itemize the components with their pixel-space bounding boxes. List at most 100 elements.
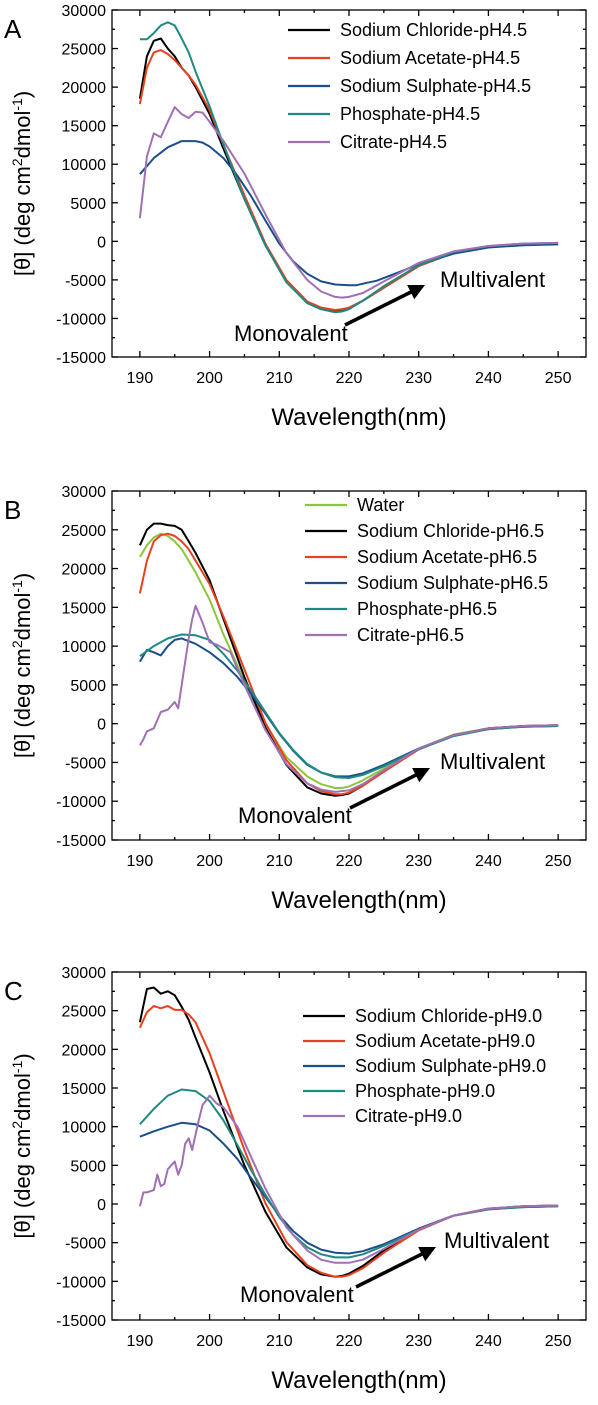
y-tick-label: 0 bbox=[97, 717, 106, 734]
panel-label: C bbox=[4, 976, 23, 1006]
x-tick-label: 220 bbox=[336, 1333, 363, 1350]
legend-entry: Citrate-pH9.0 bbox=[355, 1106, 462, 1126]
y-axis-label-part: [θ] (deg cm bbox=[10, 166, 35, 276]
y-axis-label-part: dmol bbox=[10, 593, 35, 641]
y-axis-label-part: -1 bbox=[9, 580, 25, 593]
legend-entry: Sodium Chloride-pH9.0 bbox=[355, 1006, 542, 1026]
y-axis-label-part: [θ] (deg cm bbox=[10, 1129, 35, 1239]
x-tick-label: 230 bbox=[405, 1333, 432, 1350]
arrow-shaft bbox=[349, 770, 423, 810]
arrow-shaft bbox=[344, 287, 418, 327]
x-tick-label: 240 bbox=[475, 853, 502, 870]
y-tick-label: -10000 bbox=[56, 1274, 106, 1291]
annotation-multivalent: Multivalent bbox=[440, 267, 545, 292]
y-axis-label-part: [θ] (deg cm bbox=[10, 648, 35, 758]
x-tick-label: 210 bbox=[266, 1333, 293, 1350]
legend-entry: Water bbox=[357, 495, 404, 515]
y-axis-label: [θ] (deg cm2dmol-1) bbox=[9, 1053, 35, 1238]
y-tick-label: 30000 bbox=[62, 484, 107, 501]
legend-entry: Sodium Acetate-pH4.5 bbox=[340, 48, 520, 68]
legend-entry: Sodium Acetate-pH9.0 bbox=[355, 1031, 535, 1051]
legend-entry: Phosphate-pH6.5 bbox=[357, 599, 497, 619]
y-tick-label: -10000 bbox=[56, 794, 106, 811]
annotation-multivalent: Multivalent bbox=[444, 1228, 549, 1253]
y-tick-label: 5000 bbox=[70, 678, 106, 695]
x-tick-label: 210 bbox=[266, 853, 293, 870]
series-line-citrate bbox=[138, 1094, 559, 1264]
x-tick-label: 230 bbox=[405, 853, 432, 870]
x-tick-label: 230 bbox=[405, 370, 432, 387]
series-line-sodium-acetate bbox=[138, 1005, 559, 1278]
y-tick-label: -5000 bbox=[65, 1236, 106, 1253]
y-axis-label-part: dmol bbox=[10, 1073, 35, 1121]
legend-entry: Phosphate-pH9.0 bbox=[355, 1081, 495, 1101]
y-tick-label: -15000 bbox=[56, 1313, 106, 1330]
y-tick-label: -5000 bbox=[65, 273, 106, 290]
legend-entry: Sodium Chloride-pH6.5 bbox=[357, 521, 544, 541]
legend-entry: Citrate-pH4.5 bbox=[340, 132, 447, 152]
arrow-head-icon bbox=[412, 768, 430, 783]
y-axis-label: [θ] (deg cm2dmol-1) bbox=[9, 91, 35, 276]
y-tick-label: -15000 bbox=[56, 350, 106, 367]
y-tick-label: 25000 bbox=[62, 523, 107, 540]
arrow-head-icon bbox=[418, 1247, 436, 1262]
y-tick-label: -10000 bbox=[56, 311, 106, 328]
annotation-monovalent: Monovalent bbox=[240, 1282, 354, 1307]
y-axis-label: [θ] (deg cm2dmol-1) bbox=[9, 573, 35, 758]
series-line-citrate bbox=[138, 106, 559, 299]
y-axis-label-part: ) bbox=[10, 91, 35, 98]
x-tick-label: 200 bbox=[196, 370, 223, 387]
y-tick-label: 15000 bbox=[62, 119, 107, 136]
y-axis-label-part: 2 bbox=[9, 640, 25, 648]
x-tick-label: 220 bbox=[336, 853, 363, 870]
annotation-monovalent: Monovalent bbox=[238, 803, 352, 828]
y-tick-label: 10000 bbox=[62, 157, 107, 174]
legend: Sodium Chloride-pH4.5 Sodium Acetate-pH4.… bbox=[288, 20, 531, 152]
legend-entry: Sodium Sulphate-pH9.0 bbox=[355, 1056, 546, 1076]
y-tick-label: 25000 bbox=[62, 1004, 107, 1021]
legend: Sodium Chloride-pH9.0 Sodium Acetate-pH9.… bbox=[303, 1006, 546, 1126]
legend-entry: Sodium Sulphate-pH6.5 bbox=[357, 573, 548, 593]
y-tick-label: 25000 bbox=[62, 42, 107, 59]
arrow-shaft bbox=[355, 1249, 429, 1289]
y-tick-label: 10000 bbox=[62, 639, 107, 656]
legend-entry: Sodium Chloride-pH4.5 bbox=[340, 20, 527, 40]
x-axis-label: Wavelength(nm) bbox=[271, 1367, 446, 1394]
arrow-head-icon bbox=[407, 285, 425, 300]
y-tick-label: 15000 bbox=[62, 600, 107, 617]
y-axis-label-part: 2 bbox=[9, 158, 25, 166]
y-axis-label-part: ) bbox=[10, 573, 35, 580]
y-tick-label: 15000 bbox=[62, 1081, 107, 1098]
series-line-phosphate bbox=[139, 21, 559, 314]
panel-label: B bbox=[4, 495, 21, 525]
x-tick-label: 200 bbox=[196, 1333, 223, 1350]
panel-label: A bbox=[4, 14, 22, 44]
x-tick-label: 200 bbox=[196, 853, 223, 870]
y-tick-label: 30000 bbox=[62, 965, 107, 982]
x-tick-label: 250 bbox=[545, 1333, 572, 1350]
chart-panel-a: A -15000 -10000 -5000 0 5000 10000 15000 20000 25… bbox=[4, 3, 587, 431]
y-tick-label: 5000 bbox=[70, 196, 106, 213]
y-axis-label-part: -1 bbox=[9, 1060, 25, 1073]
x-tick-label: 210 bbox=[266, 370, 293, 387]
x-tick-label: 250 bbox=[545, 853, 572, 870]
annotation-monovalent: Monovalent bbox=[234, 321, 348, 346]
legend-entry: Citrate-pH6.5 bbox=[357, 625, 464, 645]
y-axis-label-part: dmol bbox=[10, 111, 35, 159]
x-tick-label: 190 bbox=[127, 853, 154, 870]
y-axis-label-part: 2 bbox=[9, 1121, 25, 1129]
x-axis-label: Wavelength(nm) bbox=[271, 887, 446, 914]
y-tick-label: 20000 bbox=[62, 562, 107, 579]
y-tick-label: -15000 bbox=[56, 833, 106, 850]
y-tick-label: 10000 bbox=[62, 1120, 107, 1137]
y-tick-label: 20000 bbox=[62, 80, 107, 97]
legend: Water Sodium Chloride-pH6.5 Sodium Acetate… bbox=[305, 495, 548, 645]
y-tick-label: 20000 bbox=[62, 1042, 107, 1059]
annotation-multivalent: Multivalent bbox=[440, 749, 545, 774]
x-tick-label: 190 bbox=[127, 1333, 154, 1350]
x-tick-label: 220 bbox=[336, 370, 363, 387]
legend-entry: Phosphate-pH4.5 bbox=[340, 104, 480, 124]
x-tick-label: 250 bbox=[545, 370, 572, 387]
y-tick-label: 5000 bbox=[70, 1158, 106, 1175]
